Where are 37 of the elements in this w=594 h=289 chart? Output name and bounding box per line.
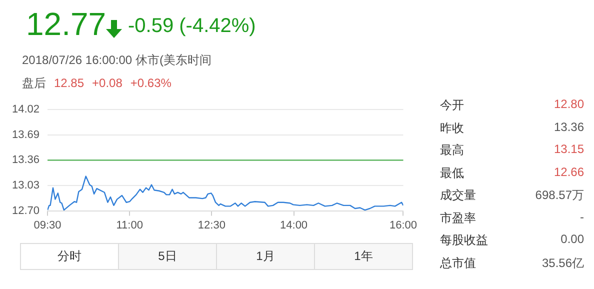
text: 5日 bbox=[118, 243, 217, 270]
text: 每股收益 bbox=[440, 233, 488, 247]
text: 分时 bbox=[20, 243, 119, 270]
text: 成交量 bbox=[440, 188, 476, 202]
y-tick-label: 13.36 bbox=[12, 154, 40, 166]
x-tick-label: 12:30 bbox=[198, 219, 226, 232]
y-tick-label: 13.69 bbox=[12, 128, 40, 141]
y-tick-label: 12.70 bbox=[12, 204, 40, 217]
x-tick-label: 16:00 bbox=[389, 219, 417, 232]
text: 13.36 bbox=[554, 120, 584, 134]
text: 12.85 bbox=[54, 76, 84, 90]
text: +0.08 bbox=[92, 76, 122, 90]
text: 昨收 bbox=[440, 120, 464, 134]
y-tick-label: 14.02 bbox=[12, 104, 40, 116]
text: 市盈率 bbox=[440, 210, 476, 224]
text: 12.66 bbox=[554, 164, 584, 178]
text: 12.80 bbox=[554, 97, 584, 111]
text: - bbox=[580, 210, 584, 224]
y-tick-label: 13.03 bbox=[12, 180, 40, 192]
x-tick-label: 14:00 bbox=[280, 219, 308, 232]
text: 698.57万 bbox=[535, 187, 584, 204]
text: 总市值 bbox=[440, 256, 476, 270]
x-tick-label: 11:00 bbox=[116, 219, 143, 232]
text: -0.59 (-4.42%) bbox=[128, 15, 256, 38]
text: 最低 bbox=[440, 166, 464, 180]
text: 今开 bbox=[440, 98, 464, 112]
x-tick-label: 09:30 bbox=[34, 219, 62, 232]
chart-title: 12.77 bbox=[26, 6, 106, 43]
chart-subtitle: 2018/07/26 16:00:00 休市(美东时间 bbox=[22, 52, 212, 69]
text: +0.63% bbox=[130, 76, 172, 90]
text: 盘后 bbox=[22, 76, 46, 90]
text: 0.00 bbox=[560, 232, 584, 246]
text: 1年 bbox=[314, 243, 413, 270]
text: 35.56亿 bbox=[542, 254, 584, 272]
text: 13.15 bbox=[554, 142, 584, 156]
text: 最高 bbox=[440, 143, 464, 157]
text: 1月 bbox=[216, 243, 315, 270]
